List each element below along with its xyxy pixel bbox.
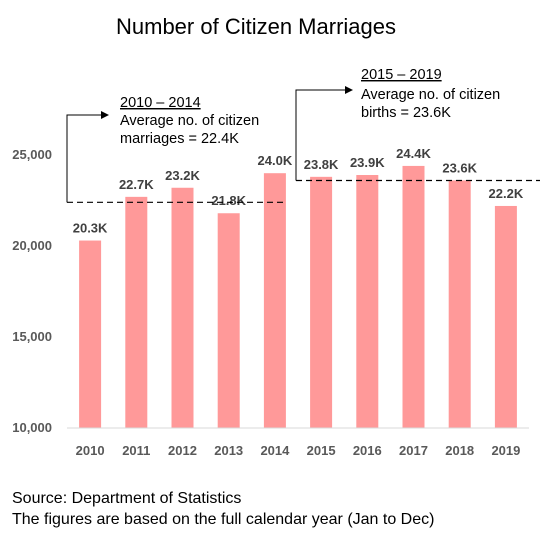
x-axis: 2010 2011 2012 2013 2014 2015 2016 2017 2018 2019 (67, 427, 529, 458)
source-note: Source: Department of Statistics The fig… (12, 488, 434, 530)
x-tick-label: 2019 (491, 443, 520, 458)
annotation-text-2010-2014: Average no. of citizen (120, 113, 259, 129)
data-label: 23.8K (304, 157, 339, 172)
bar (217, 213, 240, 428)
bar (448, 180, 471, 428)
annotations: 2010 – 2014 Average no. of citizen marriag… (66, 67, 540, 203)
bar (494, 205, 517, 428)
source-line: Source: Department of Statistics (12, 490, 242, 507)
bars (79, 165, 517, 429)
data-label: 24.0K (258, 153, 293, 168)
annotation-text-2015-2019: births = 23.6K (361, 105, 451, 121)
annotation-title-2015-2019: 2015 – 2019 (361, 67, 442, 83)
bar (125, 196, 148, 428)
annotation-arrow-2015-2019 (295, 86, 353, 181)
x-tick-label: 2013 (214, 443, 243, 458)
x-tick-label: 2017 (399, 443, 428, 458)
x-tick-label: 2012 (168, 443, 197, 458)
data-label: 22.7K (119, 177, 154, 192)
chart-title: Number of Citizen Marriages (116, 14, 396, 39)
data-label: 21.8K (211, 193, 246, 208)
bar (356, 175, 379, 428)
bar (171, 187, 194, 428)
footnote-line: The figures are based on the full calend… (12, 511, 435, 528)
x-tick-label: 2010 (76, 443, 105, 458)
bar (263, 173, 286, 428)
data-labels: 20.3K 22.7K 23.2K 21.8K 24.0K 23.8K 23.9K 24.4K… (73, 146, 524, 236)
annotation-arrow-2010-2014 (66, 111, 109, 203)
data-label: 24.4K (396, 146, 431, 161)
annotation-text-2015-2019: Average no. of citizen (361, 87, 500, 103)
data-label: 23.6K (442, 160, 477, 175)
x-tick-label: 2011 (122, 443, 150, 458)
bar-chart: 10,000 15,000 20,000 25,000 20.3K 22.7K 23.2K… (12, 67, 540, 458)
x-tick-label: 2016 (353, 443, 382, 458)
y-tick-label: 10,000 (12, 420, 52, 435)
y-tick-label: 25,000 (12, 147, 52, 162)
annotation-text-2010-2014: marriages = 22.4K (120, 131, 239, 147)
data-label: 22.2K (489, 186, 524, 201)
y-tick-label: 15,000 (12, 329, 52, 344)
data-label: 23.2K (165, 168, 200, 183)
bar (402, 165, 425, 429)
x-tick-label: 2015 (307, 443, 336, 458)
bar (310, 176, 333, 428)
bar (79, 240, 102, 428)
y-tick-label: 20,000 (12, 238, 52, 253)
y-axis: 10,000 15,000 20,000 25,000 (12, 147, 52, 435)
x-tick-label: 2018 (445, 443, 474, 458)
data-label: 23.9K (350, 155, 385, 170)
x-tick-label: 2014 (260, 443, 290, 458)
data-label: 20.3K (73, 221, 108, 236)
annotation-title-2010-2014: 2010 – 2014 (120, 95, 201, 111)
